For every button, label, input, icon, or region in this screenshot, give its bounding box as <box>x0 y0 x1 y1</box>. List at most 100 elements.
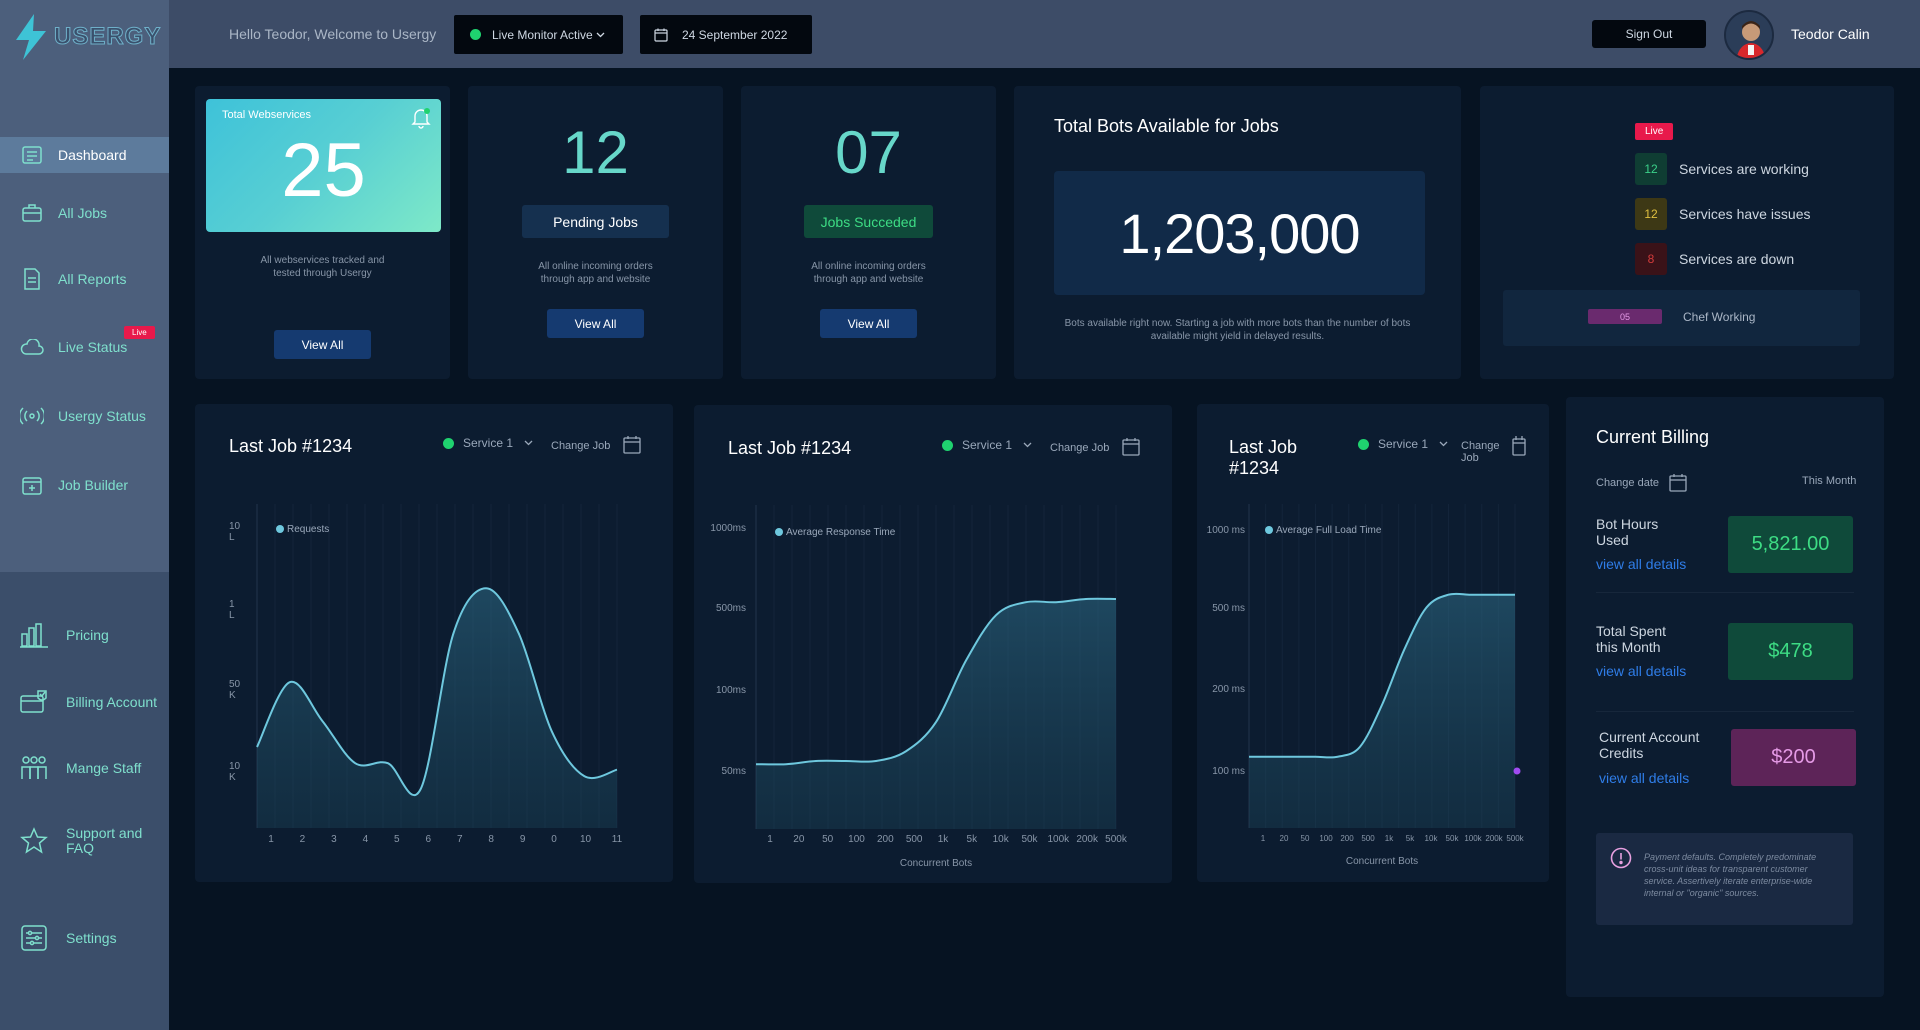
x-tick-label: 4 <box>363 834 369 845</box>
succeeded-jobs-label: Jobs Succeded <box>804 205 933 238</box>
x-tick-label: 500k <box>1506 834 1524 843</box>
bots-available-card: Total Bots Available for Jobs 1,203,000 … <box>1014 86 1461 379</box>
lightning-icon <box>16 14 46 60</box>
x-tick-label: 200 <box>877 834 894 845</box>
total-spent-details-link[interactable]: view all details <box>1596 663 1687 679</box>
x-tick-label: 11 <box>612 834 623 845</box>
sidebar-item-support[interactable]: Support and FAQ <box>0 825 169 857</box>
services-down-label: Services are down <box>1679 251 1795 267</box>
services-working-row[interactable]: 12 Services are working <box>1635 153 1809 185</box>
sidebar-item-all-reports[interactable]: All Reports <box>0 266 169 292</box>
sidebar-item-usergy-status[interactable]: Usergy Status <box>0 403 169 429</box>
change-date-control[interactable]: Change date <box>1596 474 1687 492</box>
y-tick-label: K <box>229 690 236 701</box>
cloud-icon <box>20 335 44 359</box>
bot-hours-details-link[interactable]: view all details <box>1596 556 1687 572</box>
view-all-webservices-button[interactable]: View All <box>274 330 371 359</box>
avatar[interactable] <box>1724 10 1774 60</box>
top-header: Hello Teodor, Welcome to Usergy Live Mon… <box>169 0 1920 68</box>
current-billing-card: Current Billing Change date This Month B… <box>1566 397 1884 997</box>
view-all-succeeded-button[interactable]: View All <box>820 309 917 338</box>
load-time-chart: 1000 ms 500 ms 200 ms 100 ms 1 20 50 100 200 500 1… <box>1207 504 1525 867</box>
legend-label: Requests <box>287 524 329 535</box>
date-picker[interactable]: 24 September 2022 <box>640 15 812 54</box>
service-selector[interactable]: Service 1 <box>1358 437 1448 451</box>
sidebar-item-all-jobs[interactable]: All Jobs <box>0 200 169 226</box>
view-all-pending-button[interactable]: View All <box>547 309 644 338</box>
x-tick-label: 500 <box>1361 834 1375 843</box>
service-label: Service 1 <box>463 436 514 450</box>
sidebar-item-manage-staff[interactable]: Mange Staff <box>0 753 169 783</box>
x-tick-label: 50k <box>1446 834 1460 843</box>
calendar-icon[interactable] <box>623 436 641 454</box>
x-axis-label: Concurrent Bots <box>900 858 972 869</box>
change-job-link[interactable]: Change Job <box>1461 440 1500 464</box>
logo[interactable]: USERGY <box>14 14 161 60</box>
billing-period: This Month <box>1802 475 1857 487</box>
service-status-dot <box>942 439 953 451</box>
sidebar-item-job-builder[interactable]: Job Builder <box>0 472 169 498</box>
chevron-down-icon <box>596 32 605 37</box>
live-badge: Live <box>124 326 155 339</box>
service-selector[interactable]: Service 1 <box>443 436 533 450</box>
x-tick-label: 500k <box>1105 834 1128 845</box>
live-monitor-dropdown[interactable]: Live Monitor Active <box>454 15 623 54</box>
sidebar-item-pricing[interactable]: Pricing <box>0 620 169 650</box>
sidebar-item-label: All Jobs <box>58 205 108 221</box>
sidebar: USERGY Dashboard All Jobs All Reports Li… <box>0 0 169 1030</box>
status-dot-icon <box>470 29 481 40</box>
pending-jobs-count: 12 <box>562 119 629 186</box>
response-time-chart: 1000ms 500ms 100ms 50ms 1 20 50 100 200 500 1k 5k 10… <box>710 505 1128 869</box>
briefcase-icon <box>20 201 44 225</box>
x-tick-label: 100 <box>848 834 865 845</box>
date-label: 24 September 2022 <box>682 27 788 42</box>
document-icon <box>20 267 44 291</box>
services-down-count: 8 <box>1635 243 1667 275</box>
pending-jobs-description: All online incoming orders through app a… <box>538 261 653 285</box>
services-down-row[interactable]: 8 Services are down <box>1635 243 1794 275</box>
bell-icon[interactable] <box>411 107 431 129</box>
staff-icon <box>20 754 48 782</box>
chart-title: Last Job #1234 <box>229 436 353 456</box>
total-spent-label: Total Spent this Month <box>1596 623 1667 655</box>
sidebar-item-label: Usergy Status <box>58 408 146 424</box>
sidebar-item-billing-account[interactable]: Billing Account <box>0 687 169 717</box>
divider <box>1596 592 1854 593</box>
live-badge: Live <box>1635 123 1674 140</box>
sign-out-button[interactable]: Sign Out <box>1592 20 1706 48</box>
webservices-card: Total Webservices 25 All webservices tra… <box>195 86 450 379</box>
change-job-link[interactable]: Change Job <box>551 440 611 452</box>
sidebar-item-live-status[interactable]: Live Status Live <box>0 326 169 360</box>
x-tick-label: 20 <box>793 834 805 845</box>
chef-working-box[interactable]: 05 Chef Working <box>1503 290 1860 346</box>
legend-dot <box>775 528 783 536</box>
y-tick-label: 500ms <box>716 603 746 614</box>
x-tick-label: 1 <box>767 834 773 845</box>
service-label: Service 1 <box>1378 437 1429 451</box>
y-tick-label: L <box>229 532 235 543</box>
star-icon <box>20 827 48 855</box>
x-tick-label: 6 <box>425 834 431 845</box>
logo-text: USERGY <box>53 23 162 51</box>
pending-jobs-label: Pending Jobs <box>522 205 669 238</box>
series-line <box>256 587 618 797</box>
sidebar-item-dashboard[interactable]: Dashboard <box>0 137 169 173</box>
series-line <box>1249 592 1515 759</box>
succeeded-jobs-card: 07 Jobs Succeded All online incoming ord… <box>741 86 996 379</box>
change-job-link[interactable]: Change Job <box>1050 442 1110 454</box>
chef-working-label: Chef Working <box>1683 310 1756 324</box>
account-credits-details-link[interactable]: view all details <box>1599 770 1690 786</box>
x-tick-label: 5k <box>1406 834 1415 843</box>
webservices-count: 25 <box>281 128 366 213</box>
marker-point <box>1513 767 1521 775</box>
sidebar-item-settings[interactable]: Settings <box>0 923 169 953</box>
chevron-down-icon <box>1439 441 1448 447</box>
legend-label: Average Response Time <box>786 527 896 538</box>
service-selector[interactable]: Service 1 <box>942 438 1032 452</box>
webservices-highlight: Total Webservices 25 <box>206 99 441 232</box>
sidebar-item-label: Pricing <box>66 627 109 643</box>
services-issues-row[interactable]: 12 Services have issues <box>1635 198 1811 230</box>
calendar-icon[interactable] <box>1512 436 1526 456</box>
y-tick-label: 1000ms <box>710 523 746 534</box>
calendar-icon[interactable] <box>1122 438 1140 456</box>
